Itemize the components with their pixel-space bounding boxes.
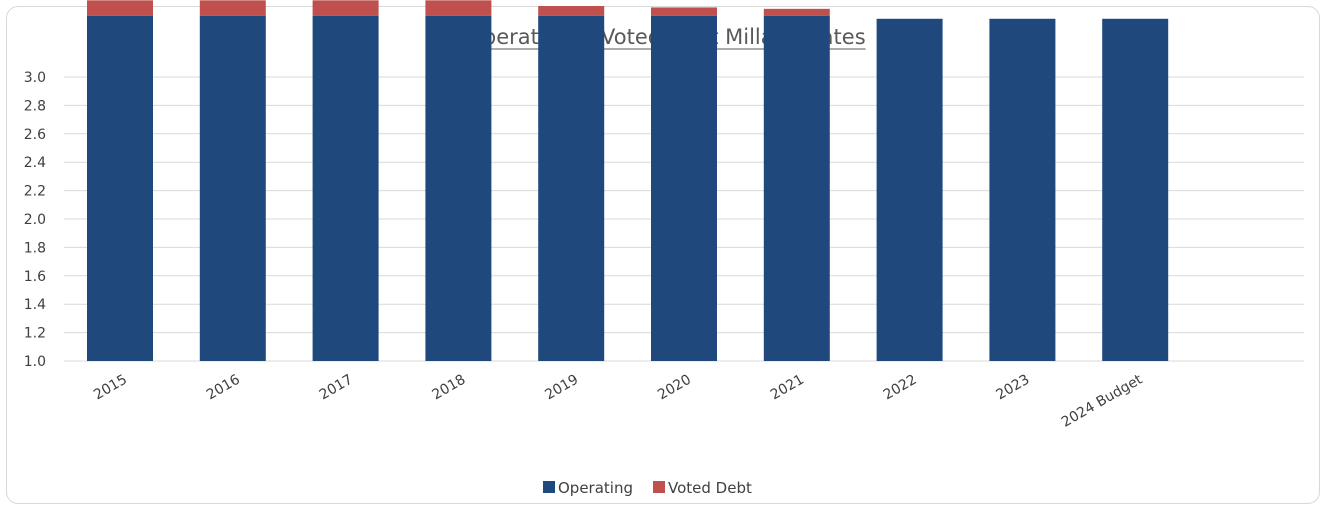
bar-voted-debt: [538, 6, 605, 16]
x-tick-label: 2018: [430, 372, 469, 404]
x-tick-label: 2023: [994, 372, 1033, 404]
y-tick-label: 1.4: [24, 297, 46, 313]
bar-operating: [763, 15, 830, 361]
bar-operating: [876, 18, 943, 362]
bar-operating: [87, 15, 153, 361]
bar-operating: [312, 15, 379, 361]
bar-voted-debt: [651, 7, 717, 16]
legend-label: Operating: [558, 479, 633, 497]
x-tick-label: 2022: [881, 372, 920, 404]
bar-voted-debt: [763, 8, 830, 16]
bar-voted-debt: [199, 0, 266, 16]
legend-swatch: [653, 481, 665, 493]
bar-operating: [199, 15, 266, 361]
y-tick-label: 1.0: [24, 354, 46, 370]
x-axis-ticks: 2015 2016 2017 2018 2019 2020 2021 2022 2023 2024…: [91, 371, 1146, 430]
y-tick-label: 1.8: [24, 240, 46, 256]
y-tick-label: 2.2: [24, 184, 46, 200]
bar-operating: [538, 15, 605, 361]
bar-voted-debt: [312, 0, 379, 16]
x-tick-label: 2019: [542, 372, 581, 404]
legend-swatch: [543, 481, 555, 493]
x-tick-label: 2024 Budget: [1059, 371, 1146, 430]
x-tick-label: 2016: [204, 372, 243, 404]
x-tick-label: 2021: [768, 372, 807, 404]
y-tick-label: 3.0: [24, 70, 46, 86]
bar-operating: [989, 18, 1056, 362]
bars: [87, 0, 1169, 362]
y-tick-label: 2.4: [24, 155, 46, 171]
legend: Operating Voted Debt: [543, 479, 752, 497]
bar-voted-debt: [425, 0, 492, 16]
y-tick-label: 2.0: [24, 212, 46, 228]
x-tick-label: 2020: [655, 372, 694, 404]
x-tick-label: 2015: [91, 372, 130, 404]
y-tick-label: 2.6: [24, 127, 46, 143]
bar-operating: [1102, 18, 1169, 362]
y-tick-label: 1.2: [24, 326, 46, 342]
bar-operating: [425, 15, 492, 361]
y-axis-ticks: 1.0 1.2 1.4 1.6 1.8 2.0 2.2 2.4 2.6 2.8 3.0: [24, 70, 46, 370]
y-tick-label: 2.8: [24, 98, 46, 114]
bar-operating: [651, 15, 717, 361]
y-tick-label: 1.6: [24, 269, 46, 285]
x-tick-label: 2017: [317, 372, 356, 404]
bar-voted-debt: [87, 0, 153, 16]
legend-label: Voted Debt: [668, 479, 752, 497]
